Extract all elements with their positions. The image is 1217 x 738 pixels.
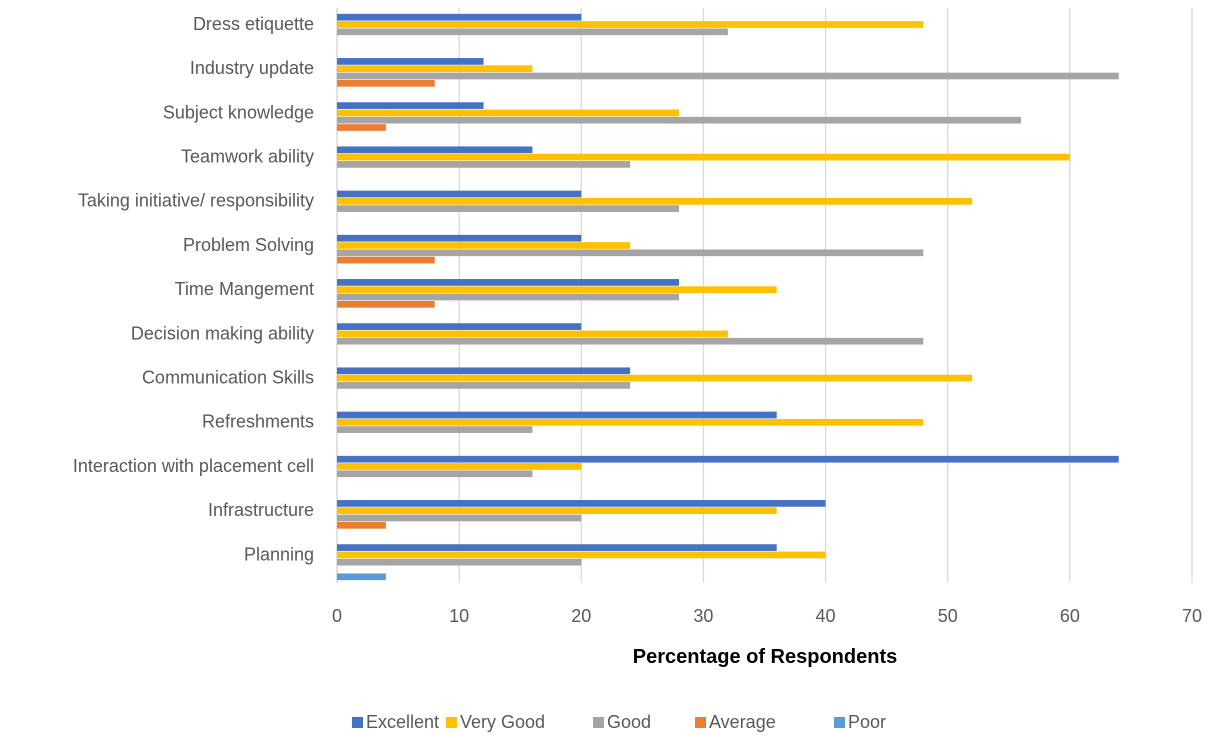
x-tick-label: 60: [1060, 606, 1080, 626]
bars: [337, 13, 1119, 581]
bar-good: [337, 116, 1021, 124]
bar-excellent: [337, 58, 484, 65]
bar-very-good: [337, 286, 777, 294]
bar-excellent: [337, 279, 679, 286]
x-tick-label: 30: [693, 606, 713, 626]
bar-good: [337, 337, 924, 345]
x-tick-label: 50: [938, 606, 958, 626]
bar-excellent: [337, 367, 631, 375]
category-label: Teamwork ability: [181, 146, 314, 166]
bar-good: [337, 426, 533, 433]
category-label: Planning: [244, 544, 314, 564]
bar-excellent: [337, 411, 777, 419]
bar-very-good: [337, 418, 924, 426]
bar-excellent: [337, 234, 582, 242]
x-tick-label: 20: [571, 606, 591, 626]
category-label: Dress etiquette: [193, 14, 314, 34]
category-label: Subject knowledge: [163, 102, 314, 122]
bar-poor: [337, 573, 386, 581]
bar-good: [337, 514, 582, 522]
legend-label: Excellent: [366, 712, 439, 732]
bar-good: [337, 249, 924, 257]
legend-label: Poor: [848, 712, 886, 732]
category-label: Problem Solving: [183, 235, 314, 255]
bar-good: [337, 558, 582, 566]
bar-good: [337, 470, 533, 478]
legend: Excellent Very Good Good Average Poor: [352, 712, 886, 732]
bar-very-good: [337, 109, 679, 117]
bar-average: [337, 521, 386, 529]
category-label: Infrastructure: [208, 500, 314, 520]
category-label: Refreshments: [202, 412, 314, 432]
bar-good: [337, 205, 679, 212]
bar-very-good: [337, 463, 582, 470]
bar-very-good: [337, 330, 728, 338]
bar-very-good: [337, 242, 631, 249]
bar-very-good: [337, 65, 533, 73]
legend-swatch: [446, 717, 457, 728]
category-label: Time Mangement: [175, 279, 314, 299]
bar-very-good: [337, 21, 924, 28]
bar-excellent: [337, 13, 582, 21]
bar-good: [337, 28, 728, 36]
bar-very-good: [337, 551, 826, 559]
legend-label: Average: [709, 712, 776, 732]
category-label: Decision making ability: [131, 323, 314, 343]
bar-very-good: [337, 507, 777, 515]
bar-very-good: [337, 197, 973, 205]
bar-average: [337, 124, 386, 131]
bar-excellent: [337, 544, 777, 551]
bar-excellent: [337, 455, 1119, 463]
legend-label: Good: [607, 712, 651, 732]
category-labels: Dress etiquette Industry update Subject kn…: [73, 14, 314, 564]
legend-label: Very Good: [460, 712, 545, 732]
x-tick-label: 70: [1182, 606, 1202, 626]
bar-excellent: [337, 190, 582, 198]
bar-excellent: [337, 323, 582, 330]
legend-swatch: [593, 717, 604, 728]
bar-excellent: [337, 102, 484, 109]
category-label: Communication Skills: [142, 367, 314, 387]
bar-excellent: [337, 146, 533, 154]
bar-good: [337, 161, 631, 168]
legend-swatch: [695, 717, 706, 728]
bar-average: [337, 300, 435, 308]
bar-good: [337, 72, 1119, 80]
x-tick-label: 10: [449, 606, 469, 626]
legend-swatch: [834, 717, 845, 728]
bar-average: [337, 256, 435, 264]
x-axis-title: Percentage of Respondents: [633, 646, 898, 668]
x-tick-labels: 0 10 20 30 40 50 60 70: [332, 606, 1202, 626]
category-label: Interaction with placement cell: [73, 456, 314, 476]
bar-very-good: [337, 153, 1070, 161]
bar-good: [337, 382, 631, 389]
bar-average: [337, 79, 435, 87]
category-label: Taking initiative/ responsibility: [78, 191, 314, 211]
x-tick-label: 40: [816, 606, 836, 626]
category-label: Industry update: [190, 58, 314, 78]
bar-good: [337, 293, 679, 301]
legend-swatch: [352, 717, 363, 728]
bar-very-good: [337, 374, 973, 382]
bar-excellent: [337, 500, 826, 507]
x-tick-label: 0: [332, 606, 342, 626]
